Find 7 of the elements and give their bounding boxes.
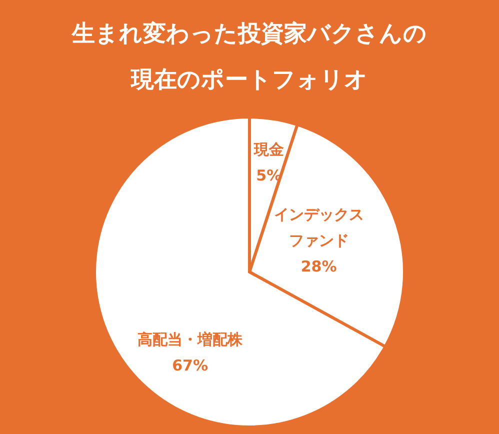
text: 生まれ変わった投資家バクさんの — [72, 21, 427, 47]
slice-label: 高配当・増配株 — [138, 330, 244, 348]
slice-label: 現金 — [252, 140, 284, 159]
data-label: 67% — [172, 356, 208, 374]
data-label: 28% — [300, 258, 337, 276]
text: 現在のポートフォリオ — [131, 67, 368, 93]
slice-label: インデックスファンド — [274, 206, 364, 250]
